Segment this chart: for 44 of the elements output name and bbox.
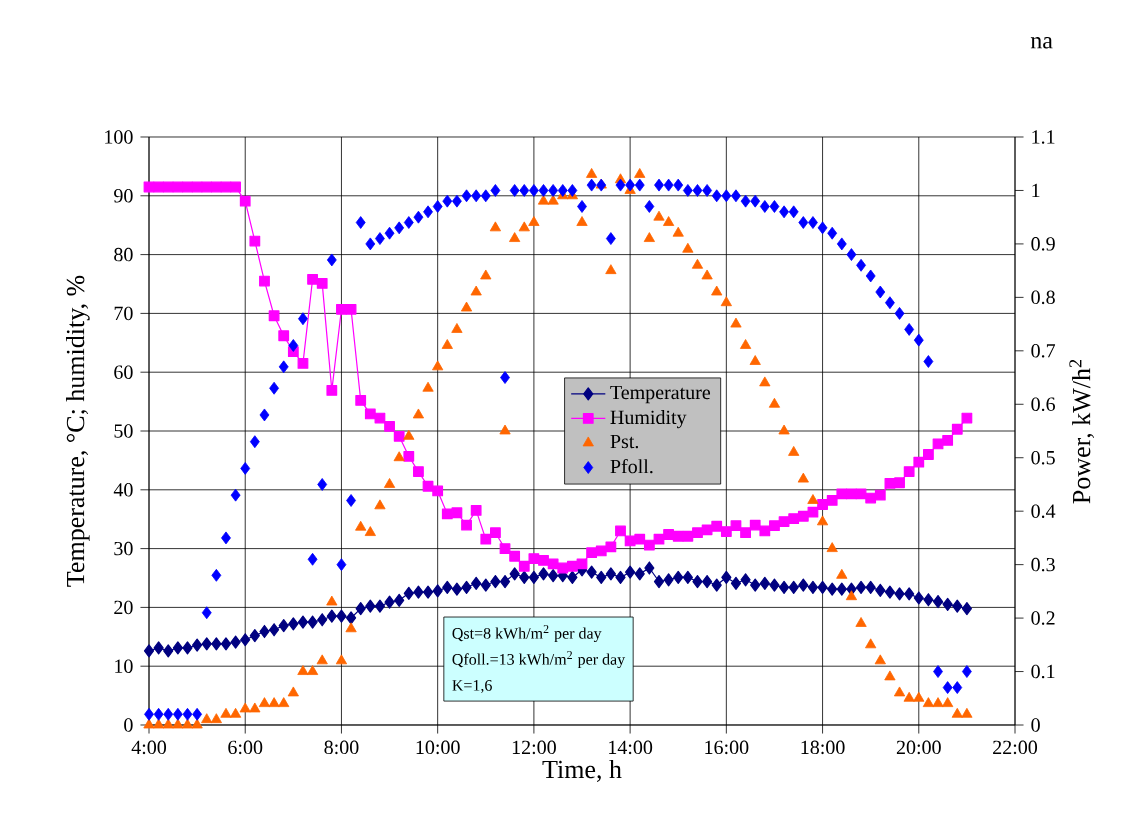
x-tick-label: 8:00: [324, 740, 359, 755]
x-tick-label: 12:00: [512, 740, 556, 755]
x-tick-label: 18:00: [801, 740, 845, 755]
y2-tick-label: 1.1: [1032, 130, 1055, 144]
y-tick-label: 30: [114, 541, 133, 556]
y2-tick-label: 0.7: [1031, 344, 1056, 358]
x-tick-label: 22:00: [993, 740, 1038, 755]
annotation: Qfoll.=13 kWh/m$^{2}$ per day: [452, 651, 626, 669]
legend-label: Humidity: [610, 410, 687, 429]
y2-tick-label: 0.3: [1031, 557, 1055, 572]
y-axis-title: Temperature, °C; humidity, %: [66, 275, 90, 587]
y-tick-label: 80: [114, 247, 133, 262]
y2-axis-title: Power, kW/h$^{2}$: [1069, 359, 1095, 504]
annotation: Qst=8 kWh/m$^{2}$ per day: [452, 625, 602, 643]
y-tick-label: 60: [114, 365, 133, 379]
y-tick-label: 100: [105, 130, 133, 144]
y2-tick-label: 0.8: [1031, 290, 1055, 305]
y-tick-label: 50: [114, 424, 133, 438]
y-tick-label: 10: [115, 659, 133, 673]
y2-tick-label: 0: [1031, 718, 1040, 732]
x-axis-title: Time, h: [542, 759, 622, 782]
y-tick-label: 90: [114, 189, 133, 203]
chart-title: na: [1030, 37, 1053, 49]
y2-tick-label: 0.5: [1031, 450, 1055, 465]
legend-label: Temperature: [610, 385, 711, 404]
x-tick-label: 10:00: [416, 740, 460, 755]
y2-tick-label: 0.1: [1031, 664, 1055, 679]
y2-tick-label: 0.2: [1031, 611, 1055, 625]
y-tick-label: 0: [124, 718, 133, 732]
y-tick-label: 70: [114, 306, 133, 321]
x-tick-label: 20:00: [896, 740, 941, 755]
x-tick-label: 4:00: [131, 740, 167, 755]
y2-tick-label: 0.6: [1031, 397, 1056, 412]
legend-label: Pst.: [610, 434, 639, 449]
x-tick-label: 16:00: [705, 740, 749, 755]
y-tick-label: 40: [113, 483, 133, 497]
x-tick-label: 6:00: [228, 740, 263, 755]
x-tick-label: 14:00: [609, 740, 653, 755]
annotation: K=1,6: [452, 680, 492, 694]
y2-tick-label: 0.4: [1031, 504, 1056, 518]
y2-tick-label: 1: [1032, 183, 1040, 198]
y2-tick-label: 0.9: [1031, 237, 1055, 251]
y-tick-label: 20: [114, 600, 133, 615]
legend-label: Pfoll.: [610, 458, 653, 474]
